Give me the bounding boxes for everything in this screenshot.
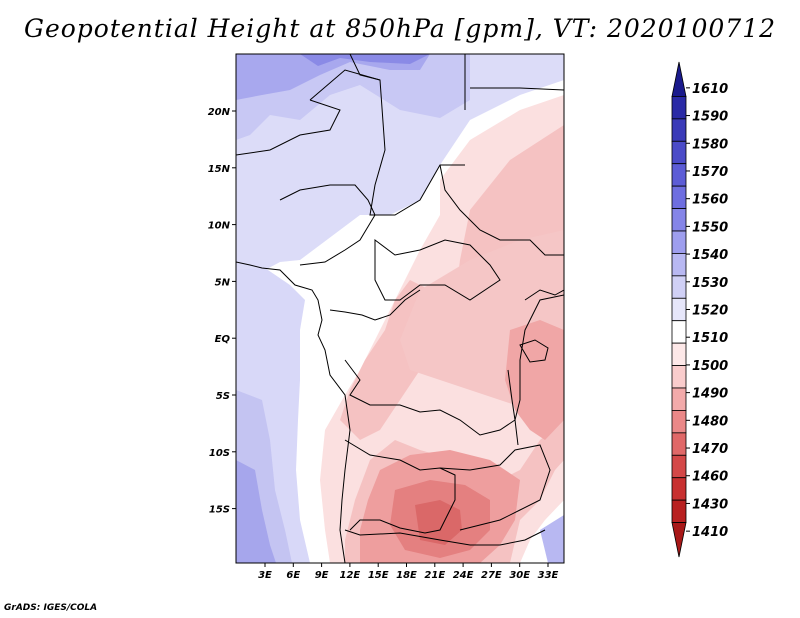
colorbar-label: 1490 bbox=[692, 387, 728, 402]
border-south bbox=[344, 529, 546, 546]
border-egypt-top bbox=[470, 87, 564, 91]
coastline-west bbox=[236, 261, 351, 563]
colorbar-label: 1580 bbox=[692, 137, 728, 152]
border-chad bbox=[309, 69, 465, 216]
lon-tick-label: 3E bbox=[258, 570, 272, 581]
contour-1520 bbox=[236, 54, 564, 270]
lon-tick-label: 30E bbox=[509, 570, 530, 581]
colorbar-segment bbox=[671, 163, 687, 187]
contour-1540 bbox=[236, 54, 430, 100]
colorbar-segment bbox=[671, 208, 687, 232]
border-lake-tanganyika bbox=[507, 369, 519, 446]
contour-1490 bbox=[340, 125, 564, 563]
colorbar-label: 1530 bbox=[692, 276, 728, 291]
colorbar-segment bbox=[671, 410, 687, 434]
colorbar-segment bbox=[671, 61, 687, 97]
border-congo bbox=[329, 289, 421, 321]
colorbar-segment bbox=[671, 320, 687, 344]
colorbar-segment bbox=[671, 477, 687, 501]
colorbar-segment bbox=[671, 499, 687, 523]
colorbar-label: 1550 bbox=[692, 220, 728, 235]
lat-tick-label: 10S bbox=[209, 448, 230, 459]
latitude-axis: 20N 15N 10N 5N EQ 5S 10S 15S bbox=[208, 107, 236, 516]
colorbar-segment bbox=[671, 230, 687, 254]
colorbar-segment bbox=[671, 432, 687, 456]
colorbar-segment bbox=[671, 140, 687, 165]
border-zambia bbox=[439, 444, 551, 531]
border-nigeria bbox=[279, 184, 376, 266]
border-east bbox=[524, 289, 564, 301]
colorbar-segment bbox=[671, 522, 687, 558]
lon-tick-label: 9E bbox=[315, 570, 329, 581]
lon-tick-label: 15E bbox=[368, 570, 389, 581]
lat-tick-label: 5N bbox=[215, 277, 231, 288]
lat-tick-label: 15S bbox=[209, 505, 230, 516]
colorbar-segment bbox=[671, 342, 687, 366]
border-angola bbox=[344, 439, 456, 534]
border-sudan bbox=[439, 164, 564, 256]
colorbar-segment bbox=[671, 275, 687, 299]
colorbar-label: 1610 bbox=[692, 82, 728, 97]
country-borders bbox=[236, 54, 564, 563]
map-title: Geopotential Height at 850hPa [gpm], VT:… bbox=[23, 14, 777, 43]
colorbar-label: 1510 bbox=[692, 331, 728, 346]
lon-tick-label: 33E bbox=[538, 570, 559, 581]
colorbar-label: 1500 bbox=[692, 359, 728, 374]
colorbar-label: 1590 bbox=[692, 110, 728, 125]
border-lake-victoria bbox=[519, 339, 549, 363]
map-frame bbox=[235, 53, 565, 564]
grads-credit: GrADS: IGES/COLA bbox=[4, 603, 98, 613]
colorbar-label: 1430 bbox=[692, 497, 728, 512]
lon-tick-label: 12E bbox=[340, 570, 361, 581]
colorbar-label: 1480 bbox=[692, 414, 728, 429]
contour-1460 bbox=[415, 500, 462, 545]
lon-tick-label: 21E bbox=[424, 570, 445, 581]
colorbar-segment bbox=[671, 454, 687, 479]
colorbar-label: 1460 bbox=[692, 470, 728, 485]
border-drc bbox=[344, 294, 564, 436]
border-car bbox=[374, 239, 501, 301]
lat-tick-label: 5S bbox=[216, 391, 230, 402]
lat-tick-label: 15N bbox=[208, 164, 231, 175]
contour-1480b bbox=[505, 320, 564, 440]
lat-tick-label: EQ bbox=[215, 334, 231, 345]
colorbar-label: 1520 bbox=[692, 304, 728, 319]
colorbar-segment bbox=[671, 118, 687, 142]
contour-1550 bbox=[300, 54, 430, 66]
colorbar-label: 1410 bbox=[692, 525, 728, 540]
border-sahel bbox=[236, 99, 341, 156]
colorbar-segment bbox=[671, 365, 687, 389]
contour-se-1530 bbox=[540, 515, 564, 563]
lon-tick-label: 27E bbox=[481, 570, 502, 581]
colorbar: 1610 1590 1580 1570 1560 1550 1540 1530 1520 1510… bbox=[671, 61, 728, 558]
lon-tick-label: 6E bbox=[286, 570, 300, 581]
border-north-top bbox=[349, 54, 381, 81]
lat-tick-label: 20N bbox=[208, 107, 231, 118]
lon-tick-label: 24E bbox=[453, 570, 474, 581]
colorbar-label: 1470 bbox=[692, 442, 728, 457]
colorbar-segment bbox=[671, 297, 687, 322]
colorbar-label: 1540 bbox=[692, 248, 728, 263]
colorbar-segment bbox=[671, 185, 687, 209]
colorbar-segment bbox=[671, 253, 687, 277]
colorbar-segment bbox=[671, 387, 687, 411]
contour-ocean-1540 bbox=[236, 460, 276, 563]
lon-tick-label: 18E bbox=[396, 570, 417, 581]
colorbar-label: 1570 bbox=[692, 165, 728, 180]
longitude-axis: 3E 6E 9E 12E 15E 18E 21E 24E 27E 30E 33E bbox=[258, 563, 559, 581]
lat-tick-label: 10N bbox=[208, 221, 231, 232]
colorbar-label: 1560 bbox=[692, 193, 728, 208]
colorbar-segment bbox=[671, 96, 687, 120]
geopotential-field bbox=[236, 54, 564, 563]
